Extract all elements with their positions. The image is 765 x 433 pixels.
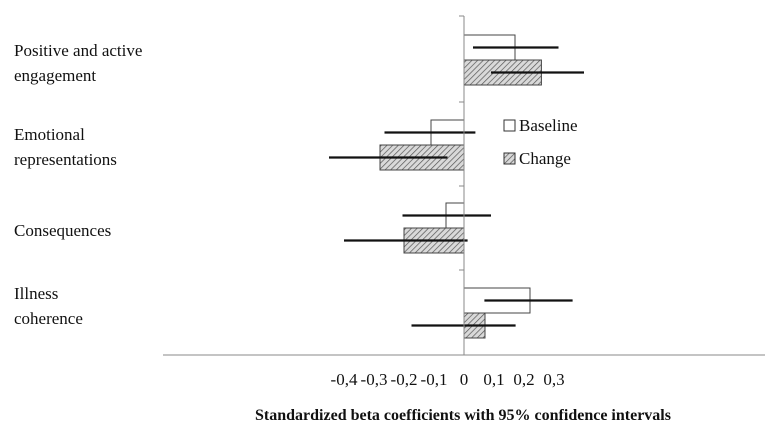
legend-swatch-1: [503, 152, 516, 165]
category-label: Emotional: [14, 125, 85, 144]
x-tick-label: 0,3: [543, 370, 564, 389]
category-label: Illness: [14, 284, 58, 303]
legend-label-0: Baseline: [519, 116, 578, 135]
x-axis-title: Standardized beta coefficients with 95% …: [255, 407, 671, 424]
x-tick-label: -0,3: [361, 370, 388, 389]
legend-swatch-0: [503, 119, 516, 132]
x-tick-label: -0,4: [331, 370, 358, 389]
category-label: Positive and active: [14, 41, 142, 60]
x-tick-label: -0,1: [421, 370, 448, 389]
x-tick-label: -0,2: [391, 370, 418, 389]
category-label: coherence: [14, 309, 83, 328]
x-tick-label: 0,1: [483, 370, 504, 389]
category-label: Consequences: [14, 221, 111, 240]
x-tick-label: 0: [460, 370, 469, 389]
legend-label-1: Change: [519, 149, 571, 168]
category-label: representations: [14, 150, 117, 169]
x-tick-label: 0,2: [513, 370, 534, 389]
category-label: engagement: [14, 66, 96, 85]
